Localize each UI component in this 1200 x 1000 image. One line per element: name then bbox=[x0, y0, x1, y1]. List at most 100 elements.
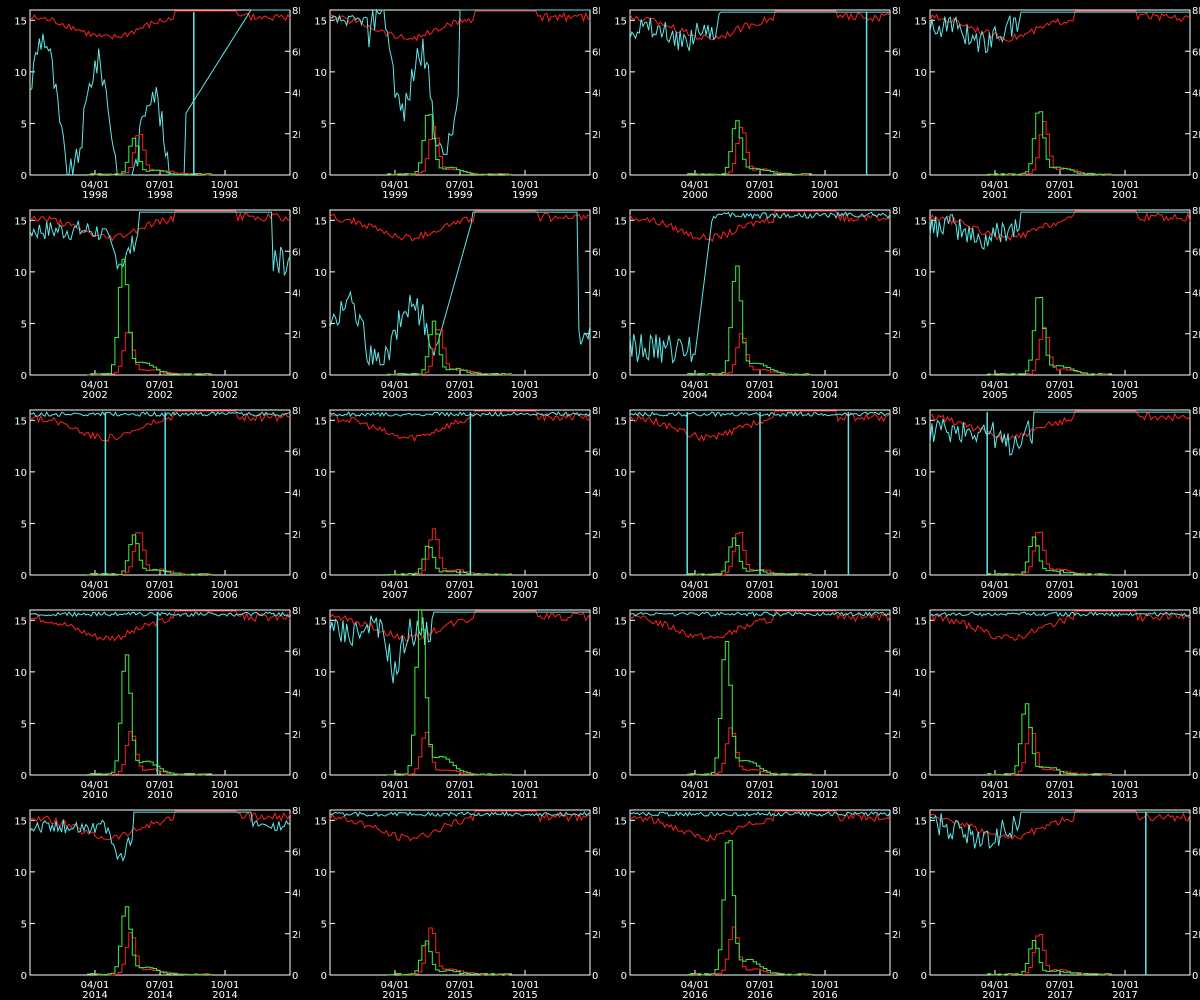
x-tick-year: 2014 bbox=[82, 990, 107, 1000]
right-tick-label: 0 bbox=[292, 571, 298, 582]
right-tick-label: 8E4 bbox=[1192, 406, 1200, 417]
left-tick-label: 10 bbox=[14, 68, 27, 79]
left-tick-label: 5 bbox=[921, 519, 927, 530]
right-tick-label: 2E4 bbox=[292, 930, 300, 941]
left-tick-label: 10 bbox=[914, 468, 927, 479]
x-tick-year: 1998 bbox=[147, 190, 172, 200]
x-tick-label: 10/01 bbox=[211, 180, 240, 191]
x-tick-year: 2007 bbox=[382, 590, 407, 600]
x-tick-label: 10/01 bbox=[511, 180, 540, 191]
right-tick-label: 0 bbox=[592, 771, 598, 782]
right-tick-label: 0 bbox=[592, 971, 598, 982]
left-tick-label: 0 bbox=[321, 971, 327, 982]
red-series-line bbox=[929, 410, 1191, 442]
right-tick-label: 4E4 bbox=[1192, 689, 1200, 700]
plot-frame bbox=[629, 809, 891, 976]
x-tick-year: 2006 bbox=[82, 590, 107, 600]
x-tick-year: 2004 bbox=[682, 390, 707, 400]
left-tick-label: 0 bbox=[621, 571, 627, 582]
plot-frame bbox=[929, 209, 1191, 376]
x-tick-year: 2008 bbox=[747, 590, 772, 600]
cyan-series-line bbox=[29, 411, 291, 417]
x-tick-label: 04/01 bbox=[381, 380, 410, 391]
red-series-line bbox=[929, 610, 1191, 641]
axis-ticks: 05101502E44E46E48E404/01200107/01200110/… bbox=[914, 6, 1200, 200]
left-tick-label: 15 bbox=[914, 216, 927, 227]
green-step-series bbox=[687, 641, 812, 776]
year-panel: 05101502E44E46E48E404/01200007/01200010/… bbox=[600, 0, 900, 200]
x-tick-year: 2016 bbox=[747, 990, 772, 1000]
red-series-line bbox=[329, 410, 591, 443]
right-tick-label: 8E4 bbox=[892, 606, 900, 617]
right-tick-label: 0 bbox=[1192, 171, 1198, 182]
x-tick-label: 04/01 bbox=[981, 780, 1010, 791]
plot-frame bbox=[629, 9, 891, 176]
cyan-series-line bbox=[29, 811, 291, 862]
right-tick-label: 0 bbox=[292, 171, 298, 182]
right-tick-label: 6E4 bbox=[292, 247, 300, 258]
right-tick-label: 0 bbox=[892, 571, 898, 582]
left-tick-label: 10 bbox=[914, 868, 927, 879]
right-tick-label: 0 bbox=[1192, 971, 1198, 982]
panel-plot: 05101502E44E46E48E404/01201107/01201110/… bbox=[314, 606, 600, 800]
right-tick-label: 6E4 bbox=[592, 647, 600, 658]
red-step-series bbox=[687, 727, 812, 776]
green-step-series bbox=[387, 545, 512, 576]
x-tick-label: 07/01 bbox=[146, 580, 175, 591]
right-tick-label: 8E4 bbox=[592, 606, 600, 617]
plot-frame bbox=[329, 209, 591, 376]
x-tick-label: 04/01 bbox=[981, 580, 1010, 591]
green-step-series bbox=[987, 536, 1112, 576]
year-panel: 05101502E44E46E48E404/01201207/01201210/… bbox=[600, 600, 900, 800]
left-tick-label: 15 bbox=[314, 216, 327, 227]
red-series-line bbox=[29, 210, 291, 242]
x-tick-label: 10/01 bbox=[811, 580, 840, 591]
x-tick-year: 2002 bbox=[82, 390, 107, 400]
right-tick-label: 4E4 bbox=[592, 89, 600, 100]
x-tick-label: 10/01 bbox=[211, 780, 240, 791]
red-step-series bbox=[387, 731, 512, 776]
x-tick-label: 04/01 bbox=[81, 580, 110, 591]
red-series-line bbox=[29, 10, 291, 40]
right-tick-label: 6E4 bbox=[592, 847, 600, 858]
right-tick-label: 4E4 bbox=[892, 489, 900, 500]
x-tick-label: 07/01 bbox=[1046, 780, 1075, 791]
x-tick-year: 2008 bbox=[682, 590, 707, 600]
x-tick-year: 2015 bbox=[512, 990, 537, 1000]
x-tick-label: 04/01 bbox=[681, 980, 710, 991]
axis-ticks: 05101502E44E46E48E404/01200007/01200010/… bbox=[614, 6, 900, 200]
x-tick-label: 07/01 bbox=[446, 980, 475, 991]
left-tick-label: 0 bbox=[321, 771, 327, 782]
right-tick-label: 2E4 bbox=[1192, 130, 1200, 141]
cyan-series-line bbox=[629, 811, 891, 818]
red-series-line bbox=[29, 410, 291, 442]
panel-plot: 05101502E44E46E48E404/01200507/01200510/… bbox=[914, 206, 1200, 400]
left-tick-label: 15 bbox=[614, 216, 627, 227]
right-tick-label: 2E4 bbox=[292, 130, 300, 141]
right-tick-label: 0 bbox=[1192, 371, 1198, 382]
right-tick-label: 6E4 bbox=[1192, 447, 1200, 458]
axis-ticks: 05101502E44E46E48E404/01200607/01200610/… bbox=[14, 406, 300, 600]
right-tick-label: 6E4 bbox=[892, 647, 900, 658]
left-tick-label: 0 bbox=[321, 571, 327, 582]
green-step-series bbox=[687, 120, 812, 176]
panel-plot: 05101502E44E46E48E404/01200707/01200710/… bbox=[314, 406, 600, 600]
red-step-series bbox=[387, 927, 512, 976]
left-tick-label: 15 bbox=[614, 416, 627, 427]
x-tick-label: 10/01 bbox=[811, 980, 840, 991]
x-tick-label: 10/01 bbox=[811, 380, 840, 391]
right-tick-label: 8E4 bbox=[592, 206, 600, 217]
green-step-series bbox=[687, 537, 812, 576]
panel-plot: 05101502E44E46E48E404/01200807/01200810/… bbox=[614, 406, 900, 600]
right-tick-label: 4E4 bbox=[892, 889, 900, 900]
right-tick-label: 4E4 bbox=[292, 689, 300, 700]
red-series-line bbox=[329, 210, 591, 242]
x-tick-year: 1998 bbox=[212, 190, 237, 200]
x-tick-year: 2005 bbox=[1112, 390, 1137, 400]
right-tick-label: 6E4 bbox=[892, 447, 900, 458]
left-tick-label: 5 bbox=[621, 719, 627, 730]
left-tick-label: 15 bbox=[14, 416, 27, 427]
year-panel: 05101502E44E46E48E404/01200907/01200910/… bbox=[900, 400, 1200, 600]
right-tick-label: 2E4 bbox=[1192, 730, 1200, 741]
